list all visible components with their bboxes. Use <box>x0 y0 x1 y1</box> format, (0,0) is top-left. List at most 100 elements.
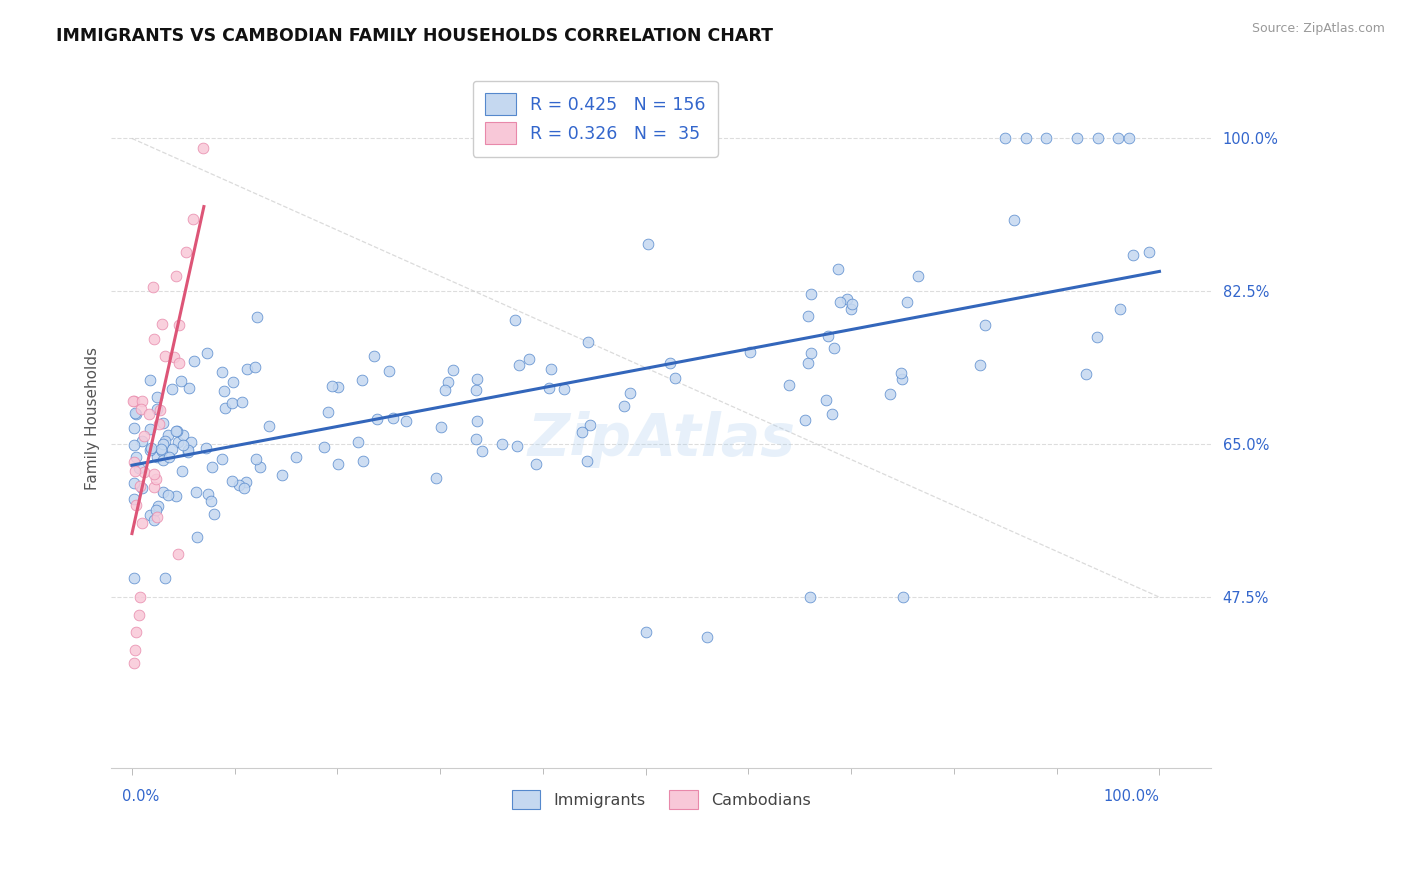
Point <box>146 499 169 513</box>
Point <box>891 591 914 605</box>
Point <box>841 297 863 311</box>
Point <box>221 396 243 410</box>
Point <box>148 417 170 432</box>
Point <box>613 400 636 414</box>
Point <box>142 480 165 494</box>
Point <box>465 432 488 446</box>
Point <box>381 411 404 425</box>
Point <box>131 516 153 530</box>
Point <box>146 510 169 524</box>
Point <box>183 354 205 368</box>
Point <box>366 411 388 425</box>
Point <box>800 287 823 301</box>
Point <box>157 450 180 465</box>
Point <box>249 460 271 475</box>
Point <box>321 379 343 393</box>
Point <box>125 625 148 640</box>
Point <box>176 442 198 457</box>
Point <box>184 484 207 499</box>
Point <box>211 365 233 379</box>
Point <box>170 374 193 388</box>
Point <box>124 464 146 478</box>
Point <box>221 375 243 389</box>
Point <box>800 346 823 360</box>
Point <box>145 402 167 417</box>
Point <box>491 437 513 451</box>
Point <box>571 425 593 439</box>
Point <box>890 366 912 380</box>
Point <box>839 301 862 316</box>
Point <box>132 429 155 443</box>
Point <box>160 442 183 456</box>
Point <box>835 292 858 306</box>
Point <box>124 491 146 506</box>
Point <box>1107 131 1129 145</box>
Point <box>124 450 146 465</box>
Point <box>576 334 599 349</box>
Point <box>156 428 179 442</box>
Point <box>285 450 308 464</box>
Point <box>619 386 641 401</box>
Point <box>153 349 176 363</box>
Point <box>437 375 460 389</box>
Point <box>778 377 800 392</box>
Point <box>1015 131 1038 145</box>
Text: Source: ZipAtlas.com: Source: ZipAtlas.com <box>1251 22 1385 36</box>
Point <box>122 455 145 469</box>
Point <box>434 383 457 397</box>
Point <box>172 438 194 452</box>
Point <box>165 269 187 284</box>
Point <box>125 407 148 421</box>
Text: IMMIGRANTS VS CAMBODIAN FAMILY HOUSEHOLDS CORRELATION CHART: IMMIGRANTS VS CAMBODIAN FAMILY HOUSEHOLD… <box>56 27 773 45</box>
Point <box>166 424 188 438</box>
Point <box>363 349 385 363</box>
Y-axis label: Family Households: Family Households <box>86 347 100 490</box>
Point <box>129 401 152 416</box>
Point <box>537 381 560 395</box>
Point <box>232 481 254 495</box>
Point <box>167 434 190 449</box>
Point <box>637 237 659 252</box>
Point <box>231 395 253 409</box>
Point <box>146 450 169 465</box>
Point <box>142 467 165 482</box>
Point <box>378 364 401 378</box>
Point <box>163 350 186 364</box>
Point <box>506 439 529 453</box>
Text: 100.0%: 100.0% <box>1104 789 1160 805</box>
Point <box>817 329 839 343</box>
Point <box>429 419 451 434</box>
Point <box>186 530 208 544</box>
Point <box>540 362 562 376</box>
Point <box>352 454 374 468</box>
Point <box>1035 131 1057 145</box>
Point <box>328 379 350 393</box>
Point <box>131 481 153 495</box>
Point <box>165 424 187 438</box>
Point <box>214 384 236 398</box>
Point <box>156 488 179 502</box>
Point <box>122 393 145 408</box>
Point <box>907 268 929 283</box>
Point <box>236 362 259 376</box>
Point <box>1122 248 1144 262</box>
Point <box>200 494 222 508</box>
Point <box>128 607 150 622</box>
Point <box>579 417 602 432</box>
Point <box>138 373 160 387</box>
Point <box>1076 368 1098 382</box>
Point <box>146 390 169 404</box>
Point <box>176 445 198 459</box>
Point <box>131 393 153 408</box>
Point <box>796 310 818 324</box>
Point <box>879 386 901 401</box>
Point <box>167 547 190 561</box>
Point <box>316 405 339 419</box>
Point <box>799 591 821 605</box>
Point <box>122 476 145 491</box>
Point <box>1002 212 1025 227</box>
Point <box>202 507 225 521</box>
Point <box>664 371 686 385</box>
Point <box>658 356 681 370</box>
Point <box>575 454 598 468</box>
